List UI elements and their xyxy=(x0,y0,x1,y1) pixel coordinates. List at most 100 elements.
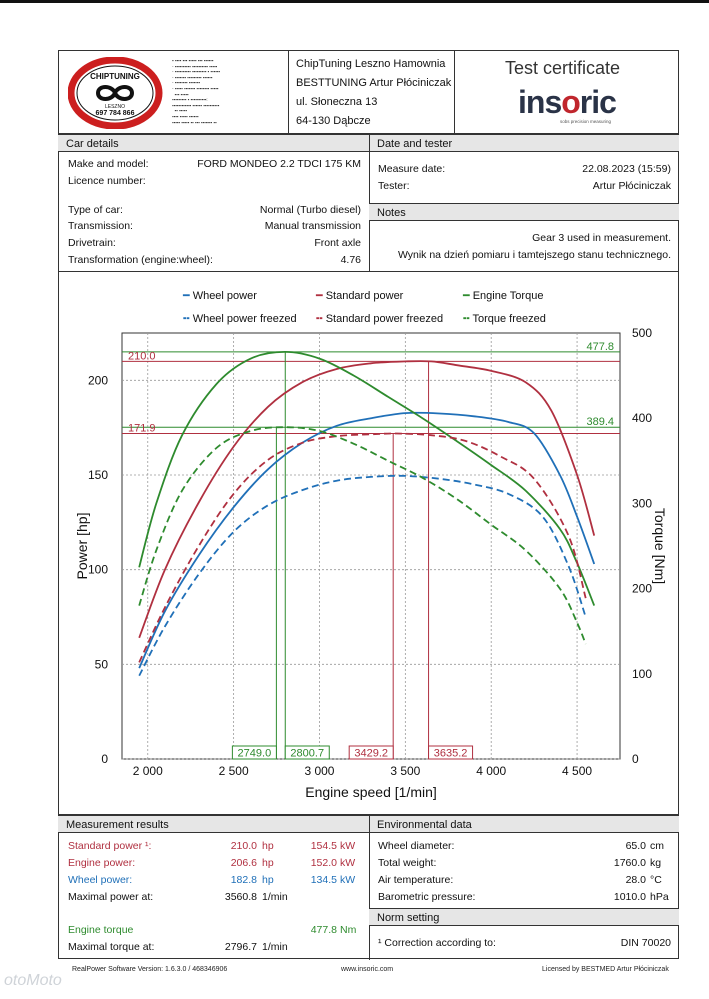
tester-label: Tester: xyxy=(378,180,410,192)
header-divider-v2 xyxy=(454,50,455,134)
date-label: Measure date: xyxy=(378,163,446,175)
rpm-marker-box xyxy=(348,745,394,760)
footer-software: RealPower Software Version: 1.6.3.0 / 46… xyxy=(72,966,228,973)
shop-line-1: ChipTuning Leszno Hamownia xyxy=(296,58,446,70)
y2-tick-label: 400 xyxy=(632,411,652,425)
y-tick-label: 100 xyxy=(88,563,108,577)
x-axis-label: Engine speed [1/min] xyxy=(305,784,437,800)
certificate-sheet xyxy=(58,50,679,959)
air-temp-unit: °C xyxy=(650,874,662,886)
legend-torque-label: Engine Torque xyxy=(472,290,544,302)
series-torque-freezed-line xyxy=(138,426,587,645)
series-engine-torque-line xyxy=(138,350,596,606)
norm-value: DIN 70020 xyxy=(620,937,671,949)
insoric-logo: insoric xyxy=(518,84,617,121)
x-tick-label: 2 000 xyxy=(133,764,163,778)
peak-torque-label: 477.8 xyxy=(586,341,614,353)
plot-area xyxy=(121,332,621,760)
certificate-title: Test certificate xyxy=(505,58,621,78)
engine-torque-nm: 477.8 xyxy=(310,924,337,936)
make-value: FORD MONDEO 2.2 TDCI 175 KM xyxy=(197,158,361,170)
wheel-power-label: Wheel power: xyxy=(68,874,133,886)
y2-tick-label: 0 xyxy=(632,752,639,766)
engine-power-hp-unit: hp xyxy=(262,857,274,869)
x-tick-label: 3 500 xyxy=(390,764,420,778)
y-tick-label: 0 xyxy=(101,752,108,766)
drivetrain-label: Drivetrain: xyxy=(68,237,116,249)
make-label: Make and model: xyxy=(68,158,149,170)
shop-blurb: ▪ ▪▪▪▪ ▪▪▪ ▪▪▪▪▪ ▪▪▪ ▪▪▪▪▪▪ - ▪▪▪▪▪▪▪▪▪▪ … xyxy=(172,58,220,125)
brand-tagline: sobs precision measuring xyxy=(560,119,612,124)
transform-value: 4.76 xyxy=(340,254,361,266)
brand-o: o xyxy=(561,84,581,120)
legend-standard-freezed-label: Standard power freezed xyxy=(325,313,444,325)
wheel-power-hp: 182.8 xyxy=(230,874,257,886)
std-power-label: Standard power ¹: xyxy=(68,840,152,852)
x-tick-label: 3 000 xyxy=(304,764,334,778)
legend-wheel: ━ Wheel power xyxy=(183,290,257,302)
legend-wheel-freezed-label: Wheel power freezed xyxy=(192,313,297,325)
rpm-marker-box xyxy=(231,745,277,760)
std-power-kw-unit: kW xyxy=(340,840,356,852)
legend-standard: ━ Standard power xyxy=(316,290,404,302)
freezed-torque-label: 389.4 xyxy=(586,416,614,428)
type-label: Type of car: xyxy=(68,204,123,216)
y2-tick-label: 200 xyxy=(632,582,652,596)
legend-wheel-freezed: ╍ Wheel power freezed xyxy=(183,313,297,325)
series-standard-power-line xyxy=(138,360,596,639)
rpm-marker-box xyxy=(428,745,474,760)
type-value: Normal (Turbo diesel) xyxy=(259,204,361,216)
std-power-hp-unit: hp xyxy=(262,840,274,852)
legend-wheel-label: Wheel power xyxy=(192,290,257,302)
total-weight-label: Total weight: xyxy=(378,857,437,869)
y2-tick-label: 300 xyxy=(632,496,652,510)
wheel-power-hp-unit: hp xyxy=(262,874,274,886)
y2-axis-label: Torque [Nm] xyxy=(652,508,668,584)
wheel-power-kw-unit: kW xyxy=(340,874,356,886)
y-tick-label: 50 xyxy=(95,657,109,671)
footer-license: Licensed by BESTMED Artur Płóciniczak xyxy=(542,966,669,973)
wheel-power-kw: 134.5 xyxy=(310,874,337,886)
notes-line-1: Gear 3 used in measurement. xyxy=(532,232,671,244)
wheel-diameter-unit: cm xyxy=(650,840,664,852)
brand-end: ric xyxy=(579,84,617,120)
licence-label: Licence number: xyxy=(68,175,146,187)
footer-website[interactable]: www.insoric.com xyxy=(341,966,394,973)
legend-torque-freezed-label: Torque freezed xyxy=(472,313,546,325)
legend-standard-freezed: ╍ Standard power freezed xyxy=(316,313,444,325)
max-power-rpm-unit: 1/min xyxy=(262,891,288,903)
std-power-hp: 210.0 xyxy=(230,840,257,852)
y-tick-label: 150 xyxy=(88,468,108,482)
logo-text-top: CHIPTUNING xyxy=(90,72,140,81)
transmission-value: Manual transmission xyxy=(264,220,361,232)
engine-power-hp: 206.6 xyxy=(230,857,257,869)
total-weight-unit: kg xyxy=(650,857,662,869)
chart-top-divider xyxy=(58,271,679,272)
baro-value: 1010.0 xyxy=(613,891,646,903)
x-tick-label: 4 500 xyxy=(562,764,592,778)
brand-main: ins xyxy=(518,84,562,120)
y-tick-label: 200 xyxy=(88,373,108,387)
header-divider-v1 xyxy=(288,50,289,134)
tester-value: Artur Płóciniczak xyxy=(592,180,671,192)
results-divider xyxy=(369,815,370,960)
rpm-marker-label: 3429.2 xyxy=(354,748,388,760)
std-power-kw: 154.5 xyxy=(310,840,337,852)
rpm-marker-box xyxy=(284,745,330,760)
series-wheel-power-freezed-line xyxy=(138,474,587,677)
series-standard-power-freezed-line xyxy=(138,432,587,663)
wheel-diameter-value: 65.0 xyxy=(625,840,646,852)
air-temp-value: 28.0 xyxy=(625,874,646,886)
wheel-diameter-label: Wheel diameter: xyxy=(378,840,455,852)
watermark: otoMoto xyxy=(4,972,62,989)
max-torque-rpm: 2796.7 xyxy=(224,941,257,953)
notes-line-2: Wynik na dzień pomiaru i tamtejszego sta… xyxy=(397,249,671,261)
max-torque-label: Maximal torque at: xyxy=(68,941,155,953)
engine-power-label: Engine power: xyxy=(68,857,136,869)
header-divider xyxy=(58,133,679,134)
engine-torque-nm-unit: Nm xyxy=(340,924,357,936)
freezed-power-label: 171.9 xyxy=(128,423,156,435)
rpm-marker-label: 3635.2 xyxy=(434,748,468,760)
results-top-divider xyxy=(58,814,679,815)
baro-unit: hPa xyxy=(650,891,669,903)
